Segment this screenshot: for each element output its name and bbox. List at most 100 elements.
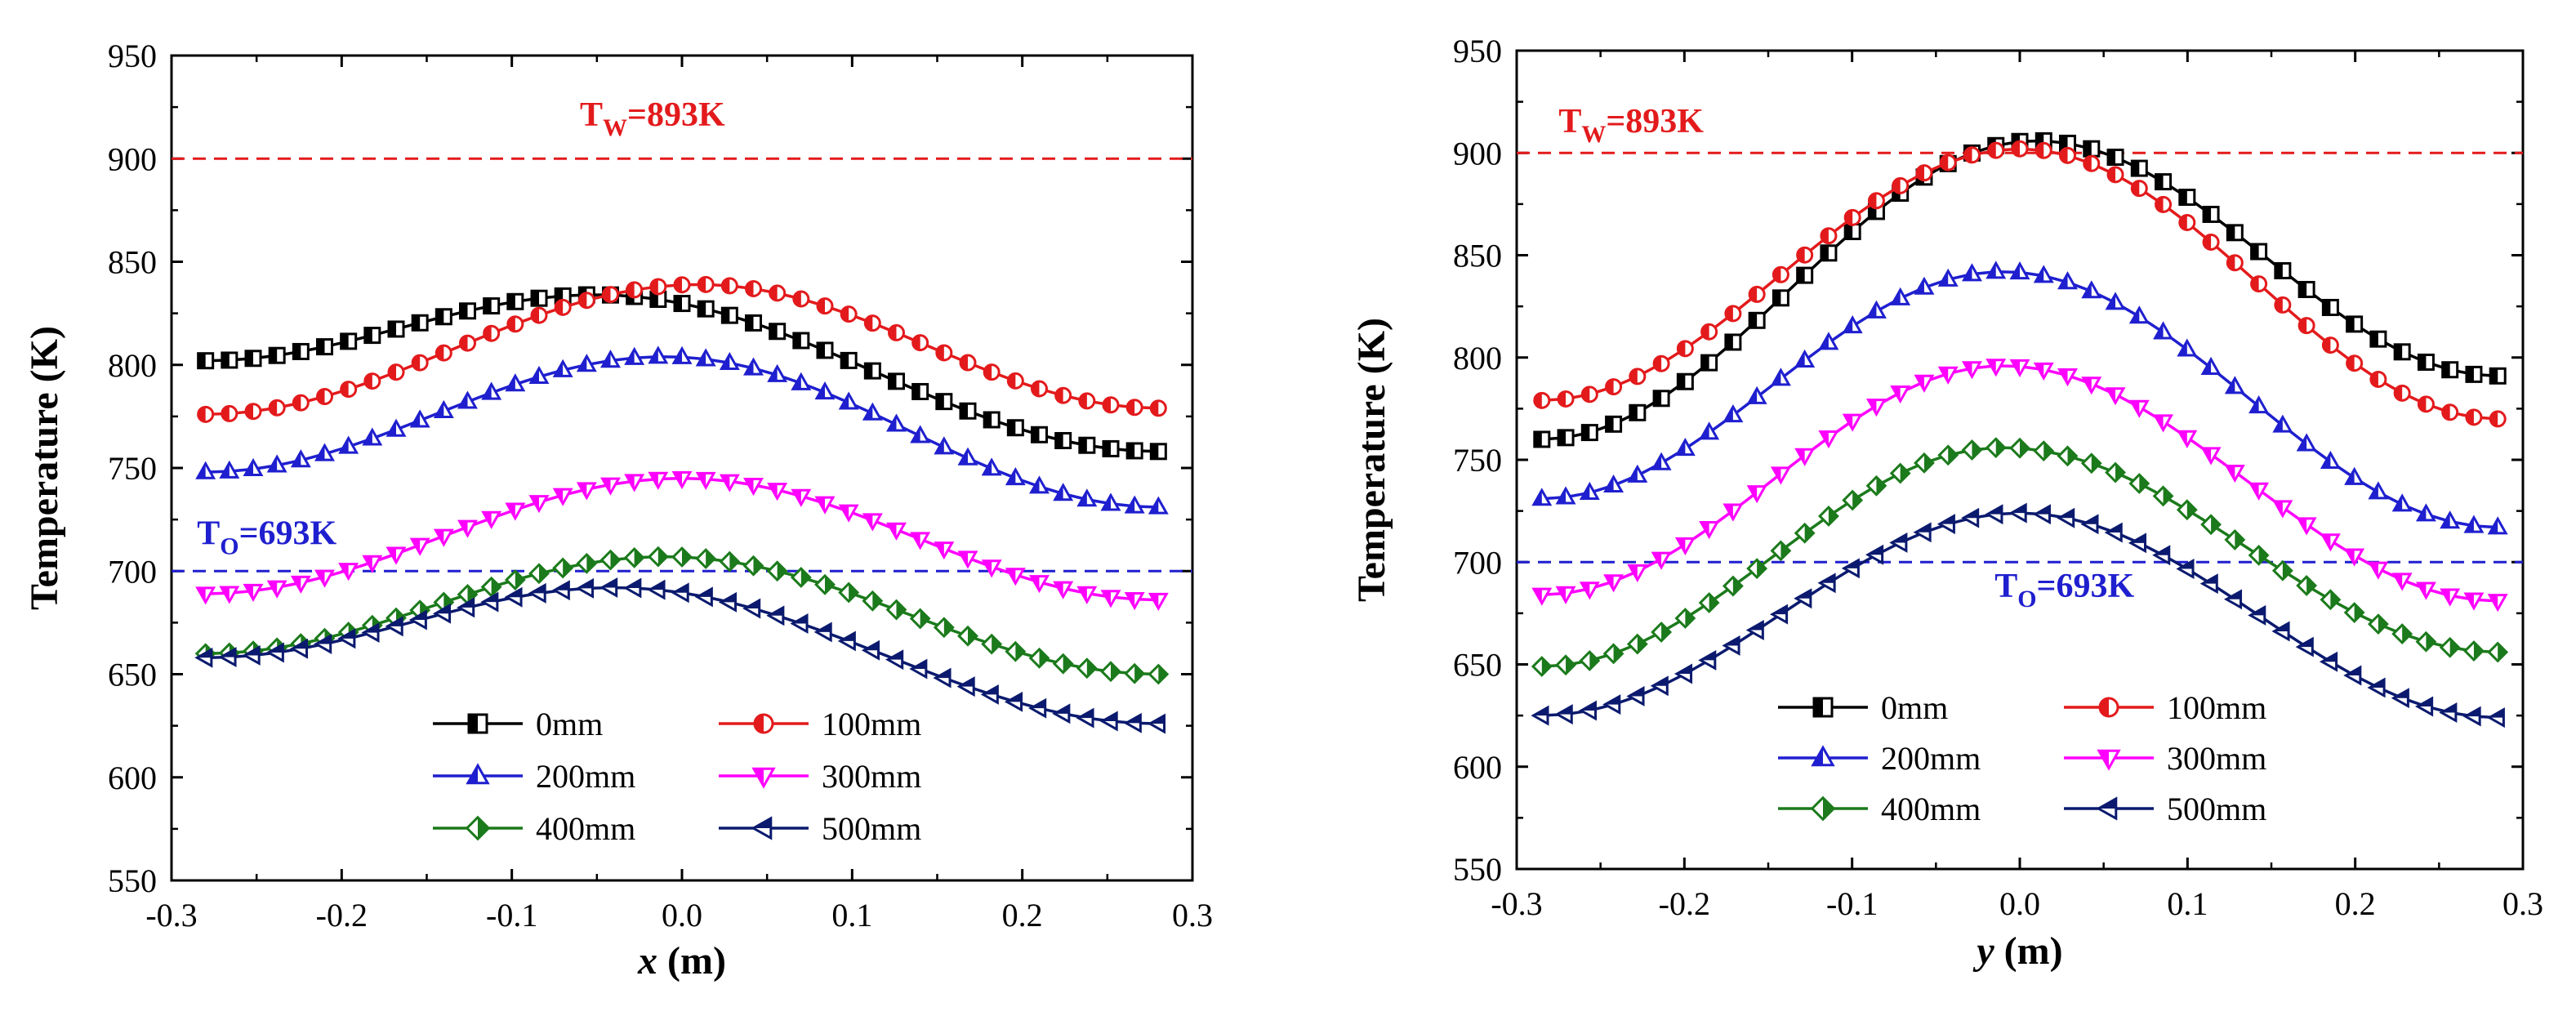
right-point-500mm-fill [1843,559,1859,568]
left-point-200mm-fill [745,359,754,375]
left-point-100mm-fill [1151,400,1159,416]
left-point-300mm-fill [721,475,730,490]
left-point-200mm-fill [388,421,396,436]
left-series-100mm [197,275,1167,423]
left-point-200mm-fill [197,463,206,479]
right-point-300mm-fill [2418,582,2427,598]
left-point-200mm-fill [1007,470,1016,484]
left-point-100mm-fill [1008,373,1016,389]
right-legend-label-200mm: 200mm [1881,740,1981,777]
right-point-300mm-fill [1605,575,1614,590]
left-point-0mm-fill [293,344,301,359]
right-legend-label-500mm: 500mm [2167,791,2266,827]
left-point-500mm-fill [268,644,283,653]
right-point-200mm-fill [1772,370,1781,385]
right-point-0mm-fill [1558,430,1567,445]
right-point-400mm-fill [2020,439,2029,457]
right-point-400mm-fill [2426,632,2436,651]
left-point-300mm-fill [316,571,325,586]
left-point-300mm-fill [792,490,801,505]
left-point-100mm-fill [746,281,754,296]
right-point-200mm-fill [1533,490,1542,505]
right-point-200mm-fill [2203,359,2212,374]
left-point-400mm-fill [563,559,572,577]
right-point-0mm-fill [2155,174,2164,189]
right-point-100mm-fill [2036,143,2044,158]
right-point-0mm-fill [2370,332,2378,347]
right-point-400mm [2415,631,2437,653]
right-point-500mm-fill [2369,680,2385,688]
right-point-0mm-fill [1869,203,1877,219]
left-point-400mm-fill [968,626,977,645]
left-point-200mm-fill [626,349,635,364]
left-point-0mm-fill [818,342,825,358]
right-point-100mm-fill [1916,165,1924,180]
left-point-200mm-fill [674,348,682,363]
right-point-300mm-fill [2370,563,2378,577]
left-point-300mm-fill [1150,594,1159,608]
left-point-500mm-fill [792,615,808,624]
right-point-300mm-fill [1796,449,1805,464]
left-point-0mm-fill [912,384,920,399]
left-point-200mm-fill [292,452,301,466]
right-point-200mm-fill [1844,318,1853,332]
left-point-300mm-fill [960,551,968,567]
left-point-200mm-fill [817,384,825,399]
left-point-0mm-fill [650,292,658,307]
left-point-300mm-fill [888,524,897,538]
right-y-tick-label: 550 [1453,851,1502,888]
left-point-200mm-fill [1126,497,1135,513]
left-point-0mm-fill [221,352,230,368]
left-x-tick-label: 0.1 [831,897,872,934]
left-point-500mm-fill [720,594,736,603]
right-point-500mm-fill [2059,510,2074,519]
left-point-300mm-fill [363,556,372,571]
right-point-0mm-fill [2418,354,2427,370]
left-point-0mm-fill [412,315,421,331]
left-series-0mm [197,286,1167,461]
left-legend-marker-200mm-fill [467,765,478,783]
left-point-100mm-fill [912,335,920,350]
right-point-0mm-fill [2490,368,2498,384]
left-y-tick-label: 750 [108,450,157,487]
right-point-200mm-fill [2322,452,2331,468]
right-point-200mm-fill [2226,378,2235,393]
right-point-400mm-fill [2163,487,2173,506]
right-point-100mm-fill [1749,287,1758,302]
left-point-100mm-fill [769,285,778,301]
right-point-0mm-fill [2132,161,2140,176]
left-point-500mm-fill [435,605,450,614]
right-point-200mm-fill [1558,488,1567,503]
left-y-tick-label: 550 [108,862,157,899]
right-point-500mm-fill [2226,590,2241,599]
left-point-300mm-fill [269,582,278,596]
right-point-0mm-fill [2251,244,2259,260]
left-point-200mm-fill [1103,495,1111,510]
left-legend-label-100mm: 100mm [822,706,921,742]
right-point-300mm-fill [2131,401,2140,416]
right-point-100mm-fill [1988,143,1996,158]
left-point-500mm-fill [292,640,307,649]
right-series-0mm [1533,131,2507,448]
left-y-tick-label: 700 [108,553,157,590]
right-point-400mm-fill [1923,454,1933,472]
right-point-0mm-fill [1797,268,1805,283]
left-point-400mm-fill [1134,664,1143,683]
left-point-300mm-fill [412,539,421,554]
right-point-300mm-fill [2322,534,2331,550]
left-point-100mm-fill [245,403,253,419]
left-point-0mm-fill [746,315,754,331]
right-x-tick-label: -0.2 [1659,885,1710,922]
left-point-0mm-fill [532,291,539,306]
left-point-500mm-fill [554,582,569,590]
right-series-200mm [1531,261,2508,535]
right-y-tick-label: 650 [1453,647,1502,684]
left-point-300mm-fill [388,547,396,563]
left-point-500mm-fill [911,661,926,670]
left-legend-marker-400mm-fill [478,817,489,840]
right-point-0mm-fill [1606,417,1614,432]
right-point-300mm-fill [1724,505,1733,519]
left-point-100mm-fill [579,292,587,308]
left-point-400mm-fill [729,552,739,571]
left-point-0mm-fill [317,339,325,354]
